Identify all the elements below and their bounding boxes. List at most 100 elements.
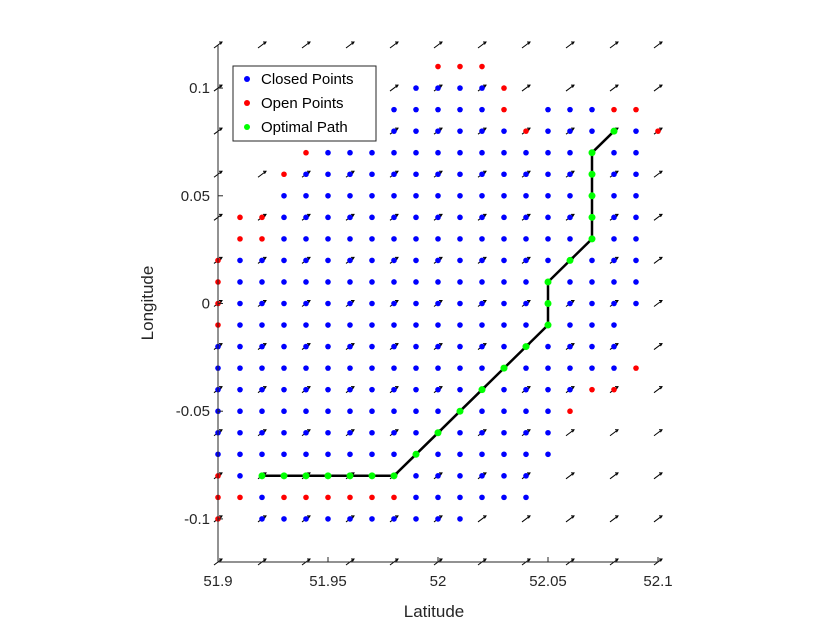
x-tick-label: 52.05: [529, 573, 567, 590]
closed-point: [237, 257, 243, 264]
open-point: [655, 128, 661, 134]
closed-point: [479, 106, 485, 113]
closed-point: [479, 192, 485, 199]
closed-point: [237, 343, 243, 350]
closed-point: [457, 343, 463, 350]
wind-arrow-head: [571, 170, 575, 175]
wind-arrow: [609, 84, 619, 92]
wind-arrow-head: [307, 170, 311, 175]
wind-arrow: [565, 472, 575, 480]
closed-point: [457, 279, 463, 285]
closed-point: [545, 106, 551, 113]
wind-arrow-head: [439, 300, 443, 304]
closed-point: [281, 192, 287, 199]
closed-point: [523, 408, 529, 415]
closed-point: [611, 257, 617, 264]
closed-point: [281, 408, 287, 415]
y-axis-label: Longitude: [138, 266, 157, 341]
closed-point: [303, 192, 309, 199]
closed-point: [347, 214, 353, 221]
closed-point: [347, 192, 353, 199]
closed-point: [589, 106, 595, 113]
wind-arrow: [653, 429, 663, 437]
closed-point: [501, 322, 507, 328]
wind-arrow-head: [219, 41, 223, 45]
closed-point: [523, 279, 529, 285]
wind-arrow-head: [571, 558, 575, 562]
closed-point: [545, 429, 551, 436]
closed-point: [479, 171, 485, 178]
closed-point: [325, 516, 331, 522]
closed-point: [413, 494, 419, 501]
closed-point: [435, 473, 441, 479]
grid-points-layer: [215, 63, 661, 522]
closed-point: [567, 128, 573, 134]
closed-point: [611, 300, 617, 307]
closed-point: [259, 279, 265, 285]
closed-point: [567, 365, 573, 371]
legend-label-open: Open Points: [261, 95, 344, 112]
wind-arrow-head: [219, 300, 223, 304]
closed-point: [479, 408, 485, 415]
closed-point: [325, 279, 331, 285]
closed-point: [281, 365, 287, 371]
closed-point: [523, 171, 529, 178]
closed-point: [369, 408, 375, 415]
wind-arrow-head: [439, 127, 443, 131]
closed-point: [413, 408, 419, 415]
wind-arrow: [653, 84, 663, 92]
closed-point: [523, 386, 529, 393]
wind-arrow-head: [307, 386, 311, 390]
closed-point: [523, 257, 529, 264]
wind-arrow-head: [483, 41, 487, 45]
closed-point: [347, 149, 353, 156]
y-tick-label: -0.1: [184, 511, 210, 528]
closed-point: [369, 365, 375, 371]
closed-point: [391, 236, 397, 242]
wind-arrow-head: [351, 300, 355, 304]
wind-arrow: [389, 84, 399, 92]
wind-arrow: [653, 386, 663, 394]
optimal-path-point: [478, 386, 486, 394]
closed-point: [413, 171, 419, 178]
closed-point: [479, 300, 485, 307]
open-point: [479, 63, 485, 70]
closed-point: [457, 236, 463, 242]
closed-point: [303, 279, 309, 285]
wind-arrow-head: [571, 429, 575, 433]
axes-layer: 51.9 51.95 52 52.05 52.1 -0.1 -0.05 0 0.05 0.1: [176, 45, 673, 590]
closed-point: [435, 128, 441, 134]
wind-arrow-head: [395, 170, 399, 175]
closed-point: [457, 149, 463, 156]
closed-point: [369, 149, 375, 156]
closed-point: [369, 516, 375, 522]
wind-arrow: [609, 472, 619, 480]
open-point: [325, 494, 331, 501]
closed-point: [457, 106, 463, 113]
closed-point: [567, 322, 573, 328]
closed-point: [589, 343, 595, 350]
closed-point: [501, 429, 507, 436]
closed-point: [435, 451, 441, 458]
wind-arrow-head: [219, 472, 223, 476]
closed-point: [633, 171, 639, 178]
wind-arrow-head: [571, 386, 575, 390]
y-tick-label: 0: [202, 296, 210, 313]
wind-arrow-head: [395, 84, 399, 88]
closed-point: [523, 473, 529, 479]
closed-point: [303, 236, 309, 242]
wind-arrow-head: [219, 213, 223, 218]
closed-point: [523, 192, 529, 199]
wind-arrow-head: [615, 256, 619, 261]
wind-arrow-head: [483, 429, 487, 433]
closed-point: [369, 386, 375, 393]
closed-point: [435, 494, 441, 501]
wind-arrow-head: [219, 515, 223, 519]
wind-arrow: [257, 41, 267, 49]
closed-point: [347, 343, 353, 350]
wind-arrow-head: [351, 41, 355, 45]
closed-point: [501, 473, 507, 479]
wind-arrow: [653, 515, 663, 523]
wind-arrow-head: [395, 386, 399, 390]
closed-point: [237, 322, 243, 328]
